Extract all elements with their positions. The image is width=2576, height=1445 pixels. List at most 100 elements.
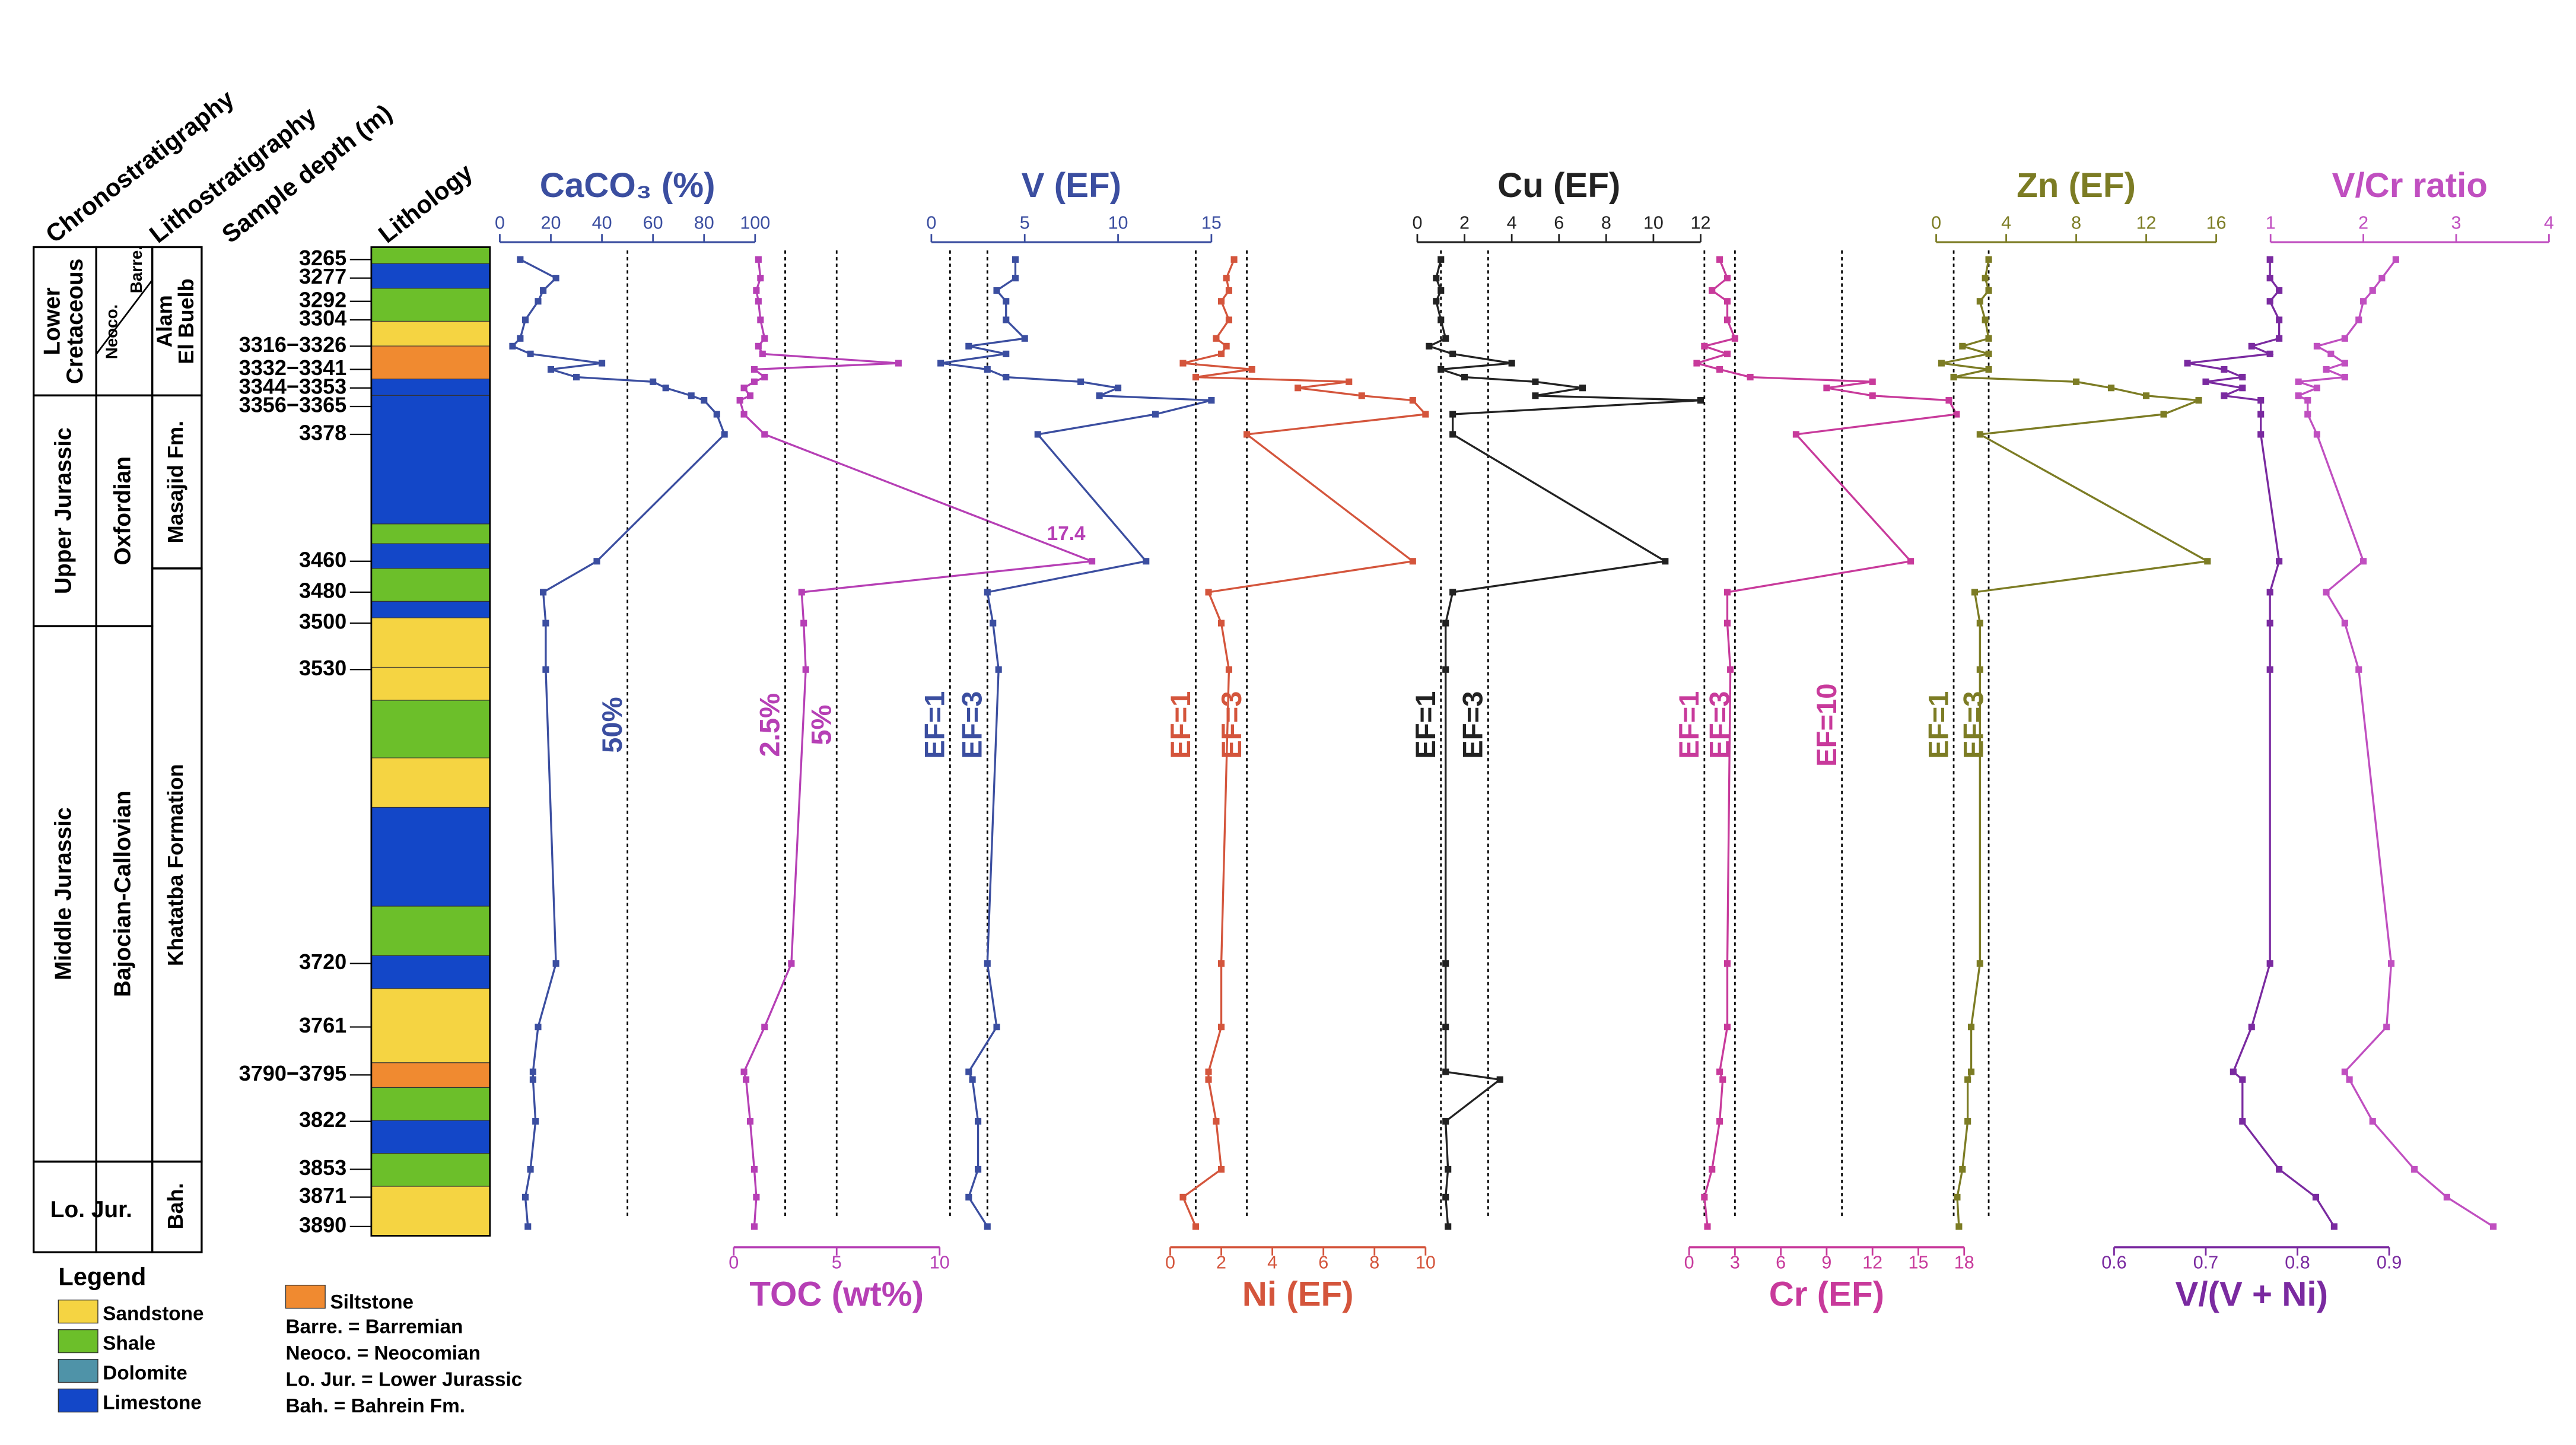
tick-label: 6 xyxy=(1318,1253,1328,1273)
data-point xyxy=(1976,298,1983,305)
data-point xyxy=(2341,620,2348,627)
data-point xyxy=(1442,1118,1449,1125)
data-point xyxy=(1442,335,1449,342)
data-point xyxy=(1709,287,1716,294)
column-label: Bajocian-Callovian xyxy=(110,790,136,997)
data-point xyxy=(2327,350,2335,357)
data-point xyxy=(1208,397,1215,404)
data-point xyxy=(1205,1068,1212,1075)
data-point xyxy=(1976,666,1983,673)
legend-note: Neoco. = Neocomian xyxy=(285,1342,480,1364)
data-point xyxy=(1982,316,1989,323)
data-point xyxy=(701,397,708,404)
data-point xyxy=(535,298,542,305)
data-point xyxy=(993,287,1000,294)
data-point xyxy=(1438,256,1445,263)
data-point xyxy=(757,275,764,282)
data-point xyxy=(2295,378,2302,385)
lithology-block xyxy=(371,666,491,701)
reference-label: EF=1 xyxy=(1674,691,1705,759)
data-line xyxy=(2296,259,2494,1228)
data-point xyxy=(1143,558,1150,565)
tick-label: 100 xyxy=(740,213,770,233)
data-point xyxy=(965,1068,972,1075)
data-point xyxy=(1945,397,1952,404)
data-point xyxy=(1205,1076,1212,1083)
data-point xyxy=(1823,385,1830,392)
lithology-block xyxy=(371,988,491,1063)
data-point xyxy=(2323,589,2330,596)
legend-swatch xyxy=(58,1329,98,1354)
lithology-block xyxy=(371,1062,491,1088)
data-point xyxy=(527,1165,534,1173)
data-point xyxy=(650,378,657,385)
tick-label: 0 xyxy=(1165,1253,1175,1273)
data-point xyxy=(1723,298,1731,305)
data-point xyxy=(1579,385,1586,392)
tick-label: 2 xyxy=(2358,213,2368,233)
data-point xyxy=(542,666,549,673)
data-point xyxy=(2443,1193,2450,1201)
data-point xyxy=(761,1024,768,1031)
data-point xyxy=(1954,1193,1961,1201)
tick-label: 8 xyxy=(2071,213,2081,233)
reference-label: EF=3 xyxy=(957,691,988,759)
data-point xyxy=(2266,298,2273,305)
data-point xyxy=(2108,385,2115,392)
tick-label: 18 xyxy=(1954,1253,1974,1273)
legend-swatch xyxy=(58,1299,98,1324)
data-point xyxy=(1192,1223,1200,1230)
tick-label: 0 xyxy=(1931,213,1941,233)
data-point xyxy=(1449,411,1456,418)
data-point xyxy=(1217,1024,1225,1031)
data-point xyxy=(755,256,762,263)
panel-title: TOC (wt%) xyxy=(749,1275,924,1314)
data-point xyxy=(1731,335,1738,342)
data-point xyxy=(1747,373,1754,381)
data-point xyxy=(740,385,748,392)
data-point xyxy=(1985,287,1992,294)
legend-label: Siltstone xyxy=(330,1291,414,1313)
data-point xyxy=(2369,287,2376,294)
tick-label: 12 xyxy=(1862,1253,1882,1273)
data-point xyxy=(2257,411,2265,418)
tick-label: 5 xyxy=(1020,213,1030,233)
data-point xyxy=(1442,666,1449,673)
data-point xyxy=(965,342,972,350)
data-point xyxy=(1205,589,1212,596)
tick-label: 10 xyxy=(1108,213,1128,233)
depth-label: 3530 xyxy=(299,656,346,680)
data-point xyxy=(2230,1068,2237,1075)
lithology-block xyxy=(371,1087,491,1121)
data-point xyxy=(529,1068,536,1075)
data-point xyxy=(750,378,758,385)
column-label: Khatatba Formation xyxy=(163,764,187,966)
tick-label: 0.8 xyxy=(2285,1253,2310,1273)
data-point xyxy=(740,1068,748,1075)
data-point xyxy=(521,316,529,323)
data-point xyxy=(990,620,997,627)
data-point xyxy=(1225,666,1233,673)
data-point xyxy=(969,1076,976,1083)
data-point xyxy=(802,666,809,673)
data-point xyxy=(1701,1193,1708,1201)
data-point xyxy=(984,1223,991,1230)
reference-label: EF=3 xyxy=(1458,691,1489,759)
column-header: Lithology xyxy=(373,158,478,248)
data-point xyxy=(993,1024,1000,1031)
data-point xyxy=(524,1223,532,1230)
data-point xyxy=(761,431,768,438)
data-point xyxy=(2360,298,2367,305)
panel-title: V (EF) xyxy=(1022,166,1121,205)
data-point xyxy=(1225,287,1233,294)
data-point xyxy=(1442,1193,1449,1201)
data-point xyxy=(2239,1076,2246,1083)
data-point xyxy=(713,411,720,418)
data-point xyxy=(1225,316,1233,323)
lithology-block xyxy=(371,568,491,602)
lithology-frame xyxy=(370,246,491,1237)
data-point xyxy=(753,1193,760,1201)
data-point xyxy=(1449,350,1456,357)
tick-label: 0 xyxy=(1412,213,1422,233)
